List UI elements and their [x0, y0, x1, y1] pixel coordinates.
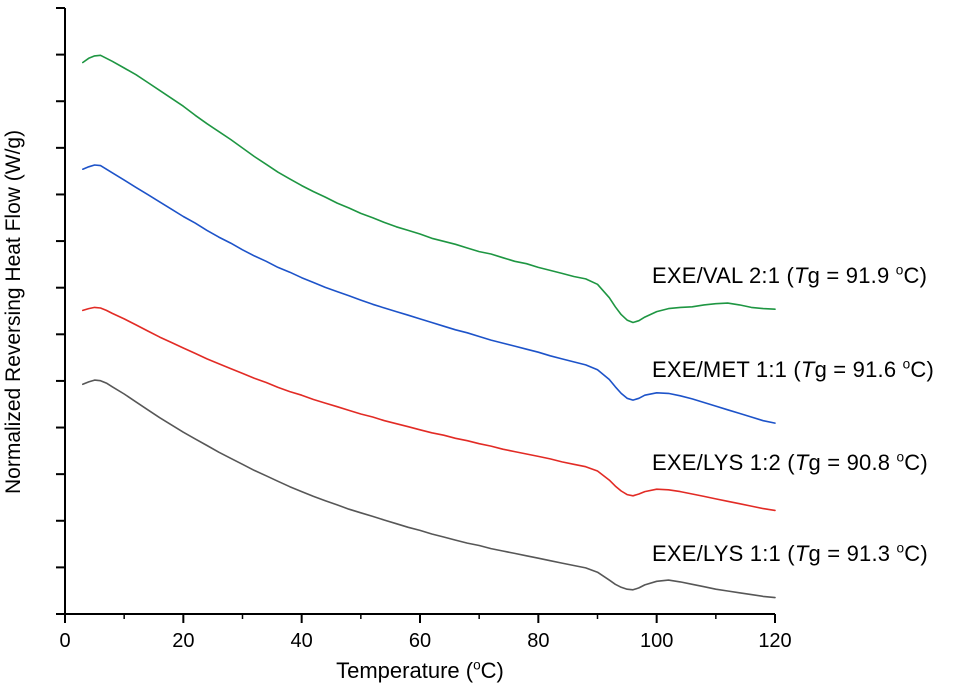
- curve-exe-lys-1-1: [82, 379, 776, 599]
- curve-exe-val-2-1: [82, 54, 776, 324]
- x-tick-label: 120: [758, 630, 791, 652]
- curve-label-2: EXE/MET 1:1 (Tg = 91.6 oC): [652, 356, 935, 382]
- curve-exe-met-1-1: [82, 164, 776, 424]
- x-tick-label: 0: [59, 630, 70, 652]
- curve-label-1: EXE/VAL 2:1 (Tg = 91.9 oC): [652, 262, 928, 288]
- y-axis-title: Normalized Reversing Heat Flow (W/g): [2, 129, 25, 495]
- curve-label-3: EXE/LYS 1:2 (Tg = 90.8 oC): [652, 449, 928, 475]
- x-tick-label: 20: [172, 630, 194, 652]
- curve-label-4: EXE/LYS 1:1 (Tg = 91.3 oC): [652, 540, 928, 566]
- x-axis-title: Temperature (oC): [336, 657, 504, 683]
- x-tick-label: 60: [409, 630, 431, 652]
- x-tick-label: 80: [527, 630, 549, 652]
- curve-exe-lys-1-2: [82, 306, 776, 512]
- x-tick-label: 100: [640, 630, 673, 652]
- x-tick-label: 40: [291, 630, 313, 652]
